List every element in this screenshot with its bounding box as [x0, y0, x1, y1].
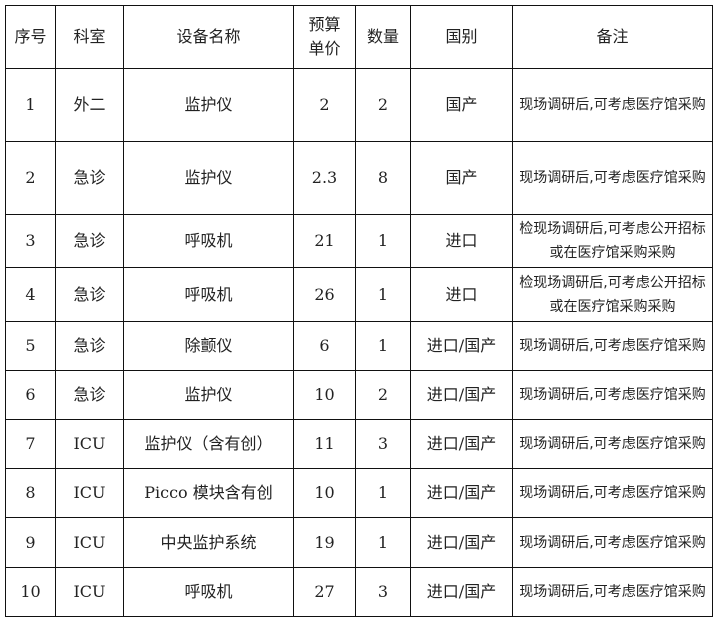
cell-index: 9 — [5, 517, 56, 568]
cell-notes: 现场调研后,可考虑医疗馆采购 — [512, 68, 713, 142]
cell-device-name: 中央监护系统 — [123, 517, 294, 568]
cell-quantity: 3 — [355, 567, 411, 617]
cell-quantity: 1 — [355, 214, 411, 268]
cell-notes: 检现场调研后,可考虑公开招标或在医疗馆采购采购 — [512, 214, 713, 268]
cell-unit-price: 2.3 — [293, 141, 356, 215]
header-quantity: 数量 — [355, 5, 411, 69]
cell-quantity: 1 — [355, 321, 411, 371]
cell-department: 急诊 — [55, 214, 124, 268]
cell-origin: 国产 — [410, 141, 513, 215]
cell-device-name: 监护仪 — [123, 68, 294, 142]
cell-department: ICU — [55, 517, 124, 568]
cell-device-name: Picco 模块含有创 — [123, 468, 294, 518]
table-row: 5 急诊 除颤仪 6 1 进口/国产 现场调研后,可考虑医疗馆采购 — [5, 321, 713, 371]
header-index: 序号 — [5, 5, 56, 69]
cell-device-name: 除颤仪 — [123, 321, 294, 371]
cell-unit-price: 21 — [293, 214, 356, 268]
cell-quantity: 2 — [355, 68, 411, 142]
cell-notes: 现场调研后,可考虑医疗馆采购 — [512, 517, 713, 568]
cell-unit-price: 6 — [293, 321, 356, 371]
cell-index: 8 — [5, 468, 56, 518]
cell-unit-price: 27 — [293, 567, 356, 617]
cell-department: 急诊 — [55, 267, 124, 322]
cell-index: 10 — [5, 567, 56, 617]
cell-quantity: 1 — [355, 468, 411, 518]
header-notes: 备注 — [512, 5, 713, 69]
cell-unit-price: 19 — [293, 517, 356, 568]
cell-notes: 现场调研后,可考虑医疗馆采购 — [512, 370, 713, 420]
cell-origin: 进口/国产 — [410, 370, 513, 420]
cell-notes: 现场调研后,可考虑医疗馆采购 — [512, 567, 713, 617]
cell-department: 急诊 — [55, 141, 124, 215]
cell-unit-price: 2 — [293, 68, 356, 142]
cell-index: 6 — [5, 370, 56, 420]
cell-device-name: 监护仪 — [123, 370, 294, 420]
cell-notes: 现场调研后,可考虑医疗馆采购 — [512, 321, 713, 371]
table-row: 9 ICU 中央监护系统 19 1 进口/国产 现场调研后,可考虑医疗馆采购 — [5, 517, 713, 568]
table-row: 6 急诊 监护仪 10 2 进口/国产 现场调研后,可考虑医疗馆采购 — [5, 370, 713, 420]
cell-device-name: 呼吸机 — [123, 214, 294, 268]
cell-unit-price: 26 — [293, 267, 356, 322]
cell-index: 1 — [5, 68, 56, 142]
cell-department: ICU — [55, 567, 124, 617]
cell-notes: 现场调研后,可考虑医疗馆采购 — [512, 419, 713, 469]
cell-device-name: 监护仪 — [123, 141, 294, 215]
cell-origin: 进口/国产 — [410, 517, 513, 568]
cell-unit-price: 11 — [293, 419, 356, 469]
cell-unit-price: 10 — [293, 468, 356, 518]
header-unit-price: 预算单价 — [293, 5, 356, 69]
cell-department: ICU — [55, 419, 124, 469]
cell-quantity: 3 — [355, 419, 411, 469]
table-row: 2 急诊 监护仪 2.3 8 国产 现场调研后,可考虑医疗馆采购 — [5, 141, 713, 215]
cell-origin: 进口 — [410, 214, 513, 268]
cell-device-name: 呼吸机 — [123, 567, 294, 617]
table-row: 3 急诊 呼吸机 21 1 进口 检现场调研后,可考虑公开招标或在医疗馆采购采购 — [5, 214, 713, 268]
table-row: 7 ICU 监护仪（含有创） 11 3 进口/国产 现场调研后,可考虑医疗馆采购 — [5, 419, 713, 469]
header-device-name: 设备名称 — [123, 5, 294, 69]
cell-quantity: 8 — [355, 141, 411, 215]
cell-origin: 进口/国产 — [410, 468, 513, 518]
table-row: 10 ICU 呼吸机 27 3 进口/国产 现场调研后,可考虑医疗馆采购 — [5, 567, 713, 617]
table-row: 4 急诊 呼吸机 26 1 进口 检现场调研后,可考虑公开招标或在医疗馆采购采购 — [5, 267, 713, 322]
cell-index: 3 — [5, 214, 56, 268]
cell-index: 5 — [5, 321, 56, 371]
cell-notes: 检现场调研后,可考虑公开招标或在医疗馆采购采购 — [512, 267, 713, 322]
cell-origin: 进口 — [410, 267, 513, 322]
header-origin: 国别 — [410, 5, 513, 69]
header-row: 序号 科室 设备名称 预算单价 数量 国别 备注 — [5, 5, 713, 69]
table-row: 1 外二 监护仪 2 2 国产 现场调研后,可考虑医疗馆采购 — [5, 68, 713, 142]
cell-index: 4 — [5, 267, 56, 322]
cell-origin: 进口/国产 — [410, 419, 513, 469]
cell-quantity: 1 — [355, 517, 411, 568]
equipment-table: 序号 科室 设备名称 预算单价 数量 国别 备注 1 外二 监护仪 2 2 国产 现场调研后,可考虑医疗馆… — [5, 5, 713, 617]
cell-notes: 现场调研后,可考虑医疗馆采购 — [512, 141, 713, 215]
cell-department: 急诊 — [55, 370, 124, 420]
cell-index: 2 — [5, 141, 56, 215]
cell-quantity: 2 — [355, 370, 411, 420]
cell-origin: 国产 — [410, 68, 513, 142]
cell-device-name: 监护仪（含有创） — [123, 419, 294, 469]
cell-index: 7 — [5, 419, 56, 469]
cell-origin: 进口/国产 — [410, 321, 513, 371]
cell-device-name: 呼吸机 — [123, 267, 294, 322]
cell-department: ICU — [55, 468, 124, 518]
cell-origin: 进口/国产 — [410, 567, 513, 617]
cell-notes: 现场调研后,可考虑医疗馆采购 — [512, 468, 713, 518]
cell-unit-price: 10 — [293, 370, 356, 420]
header-department: 科室 — [55, 5, 124, 69]
cell-quantity: 1 — [355, 267, 411, 322]
cell-department: 外二 — [55, 68, 124, 142]
table-row: 8 ICU Picco 模块含有创 10 1 进口/国产 现场调研后,可考虑医疗馆采购 — [5, 468, 713, 518]
cell-department: 急诊 — [55, 321, 124, 371]
